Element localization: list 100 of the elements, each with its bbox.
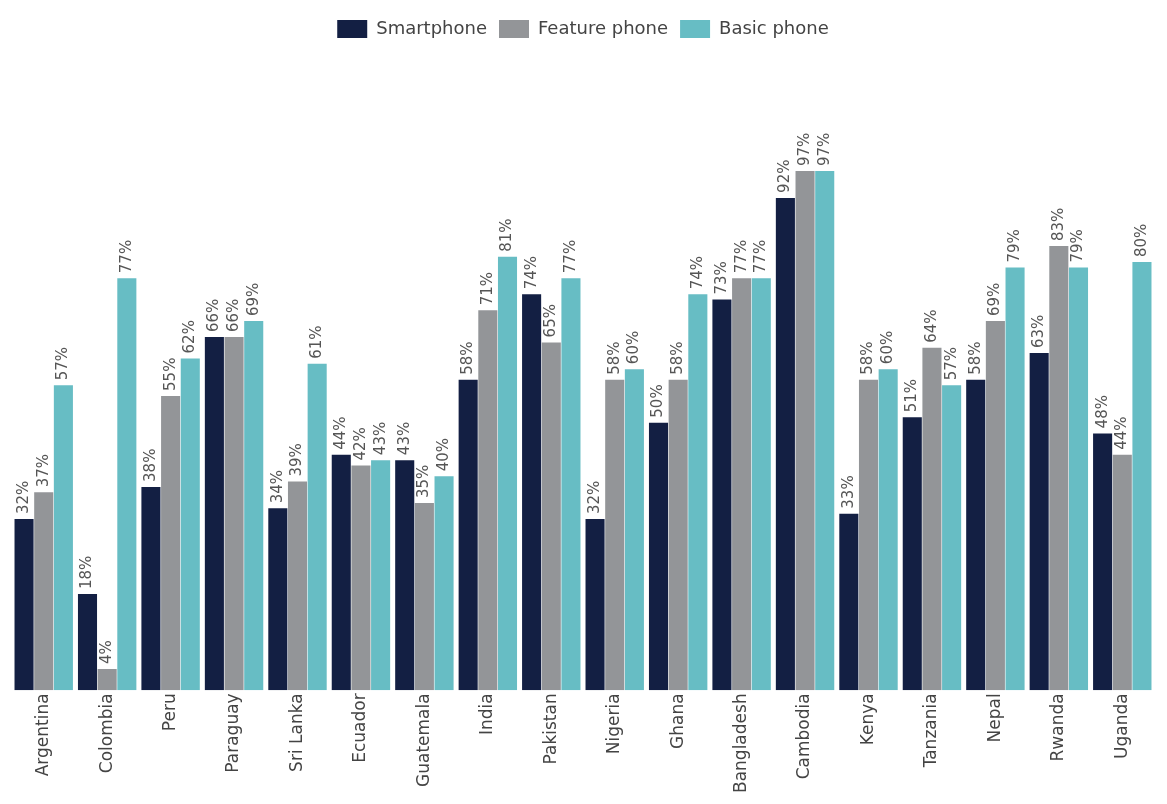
bar xyxy=(541,342,561,691)
bar xyxy=(117,278,137,691)
legend-label: Feature phone xyxy=(538,16,669,38)
x-tick-label: Kenya xyxy=(856,693,877,746)
bar xyxy=(878,369,898,691)
x-tick-label: Pakistan xyxy=(539,693,560,765)
x-tick-label: Tanzania xyxy=(920,693,941,769)
data-label: 60% xyxy=(878,330,897,365)
data-label: 32% xyxy=(13,480,32,515)
data-label: 62% xyxy=(180,320,199,354)
bar xyxy=(14,519,34,691)
data-label: 58% xyxy=(858,341,877,375)
x-tick-label: Argentina xyxy=(32,693,53,777)
data-label: 74% xyxy=(687,255,706,290)
bar xyxy=(244,320,264,691)
bar xyxy=(522,294,542,691)
bar xyxy=(1029,353,1049,691)
legend-label: Basic phone xyxy=(719,16,829,38)
bar xyxy=(775,197,795,691)
x-tick-label: Uganda xyxy=(1110,693,1131,759)
bar xyxy=(371,460,391,691)
legend-label: Smartphone xyxy=(376,16,488,38)
data-label: 58% xyxy=(668,341,687,375)
bar xyxy=(668,379,688,691)
bar xyxy=(204,337,224,691)
data-label: 63% xyxy=(1029,314,1048,349)
bar xyxy=(815,171,835,691)
x-tick-label: Nepal xyxy=(983,693,1004,743)
data-label: 37% xyxy=(33,453,52,488)
bar xyxy=(795,171,815,691)
data-label: 42% xyxy=(350,427,369,461)
bar xyxy=(97,668,117,691)
bar xyxy=(478,310,498,691)
data-label: 73% xyxy=(711,261,730,295)
x-tick-label: Sri Lanka xyxy=(285,693,306,772)
bar xyxy=(434,476,454,691)
data-label: 92% xyxy=(775,159,794,193)
data-label: 35% xyxy=(414,464,433,498)
bar xyxy=(414,502,434,691)
data-label: 44% xyxy=(331,416,350,450)
bar xyxy=(839,513,859,691)
bar xyxy=(1068,267,1089,691)
data-label: 43% xyxy=(370,421,389,456)
data-label: 39% xyxy=(287,443,306,477)
data-label: 66% xyxy=(223,298,242,333)
data-label: 40% xyxy=(433,437,452,472)
bar xyxy=(902,417,922,691)
bar xyxy=(395,460,415,691)
data-label: 32% xyxy=(584,480,603,515)
bar xyxy=(1005,267,1025,691)
bar xyxy=(712,299,732,691)
bar xyxy=(331,454,351,691)
x-tick-label: India xyxy=(476,693,497,736)
bar xyxy=(648,422,669,691)
bar xyxy=(497,256,518,691)
data-label: 79% xyxy=(1068,229,1087,263)
x-tick-label: Nigeria xyxy=(603,693,624,755)
x-tick-label: Guatemala xyxy=(412,693,433,787)
bar xyxy=(1132,262,1152,691)
data-label: 38% xyxy=(140,448,159,482)
x-tick-label: Rwanda xyxy=(1047,693,1068,762)
bar xyxy=(966,379,986,691)
data-label: 97% xyxy=(794,132,813,167)
bar xyxy=(34,492,54,691)
bar xyxy=(53,385,73,691)
bar xyxy=(1049,246,1069,691)
data-label: 80% xyxy=(1131,223,1150,258)
data-label: 58% xyxy=(604,341,623,375)
bar xyxy=(688,294,708,691)
bar xyxy=(751,278,771,691)
bar xyxy=(307,363,327,691)
bar xyxy=(585,519,605,691)
data-label: 55% xyxy=(160,357,179,391)
x-tick-label: Colombia xyxy=(95,693,116,774)
bar xyxy=(180,358,200,691)
data-label: 83% xyxy=(1048,207,1067,242)
bar xyxy=(605,379,625,691)
bar xyxy=(77,593,98,691)
data-label: 57% xyxy=(53,346,72,381)
data-label: 69% xyxy=(243,282,262,316)
data-label: 57% xyxy=(941,346,960,381)
bar xyxy=(1112,454,1132,691)
bar xyxy=(942,385,962,691)
bar xyxy=(985,320,1005,691)
data-label: 58% xyxy=(965,341,984,375)
data-label: 50% xyxy=(648,384,667,418)
bar xyxy=(561,278,581,691)
data-label: 77% xyxy=(116,239,135,274)
data-label: 77% xyxy=(731,239,750,274)
data-label: 65% xyxy=(541,304,560,338)
data-label: 77% xyxy=(560,239,579,274)
x-tick-label: Ghana xyxy=(666,693,687,749)
bar xyxy=(458,379,478,691)
data-label: 44% xyxy=(1112,416,1131,450)
bar xyxy=(732,278,752,691)
x-tick-label: Cambodia xyxy=(793,693,814,780)
data-label: 69% xyxy=(985,282,1004,316)
data-label: 79% xyxy=(1004,229,1023,263)
data-label: 81% xyxy=(497,218,516,252)
data-label: 61% xyxy=(307,325,326,359)
